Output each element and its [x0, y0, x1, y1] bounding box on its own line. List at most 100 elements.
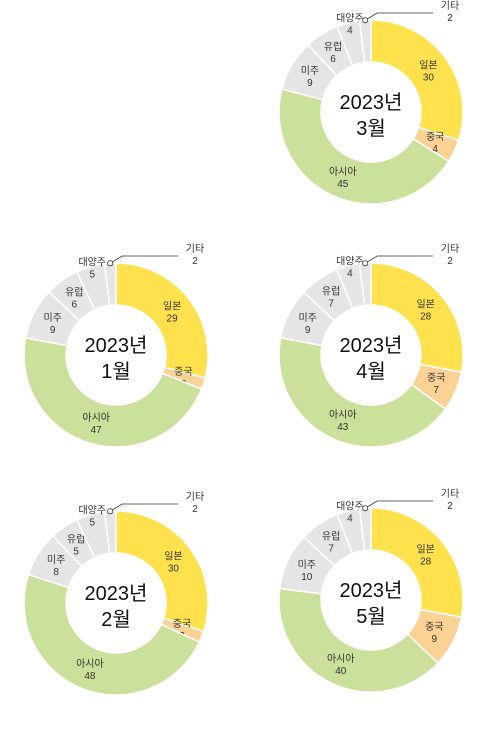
label-europe-name: 유럽 [65, 287, 83, 299]
label-japan-value: 29 [167, 314, 179, 325]
leader-dot-other [107, 260, 114, 267]
label-china-name: 중국 [426, 131, 444, 143]
label-japan-value: 30 [423, 72, 435, 83]
slice-asia [23, 336, 203, 448]
label-other-name: 기타 [186, 491, 204, 503]
center-month: 2월 [101, 608, 131, 631]
label-other-value: 2 [447, 256, 453, 267]
label-other-value: 2 [192, 256, 198, 267]
label-china-value: 9 [432, 634, 438, 645]
center-month: 4월 [356, 360, 386, 383]
slice-japan [370, 507, 464, 619]
label-china-name: 중국 [425, 621, 443, 633]
label-other-value: 2 [192, 504, 198, 515]
leader-line-other [109, 503, 178, 512]
slice-asia [23, 573, 201, 696]
label-europe-value: 6 [72, 300, 78, 311]
label-other-name: 기타 [186, 243, 204, 255]
label-asia-name: 아시아 [82, 412, 110, 424]
label-americas-name: 미주 [298, 559, 316, 571]
slice-japan [115, 510, 209, 633]
slice-japan [370, 262, 464, 374]
center-year: 2023년 [340, 579, 403, 602]
label-europe-value: 6 [330, 54, 336, 65]
label-americas-value: 9 [50, 325, 56, 336]
label-japan-name: 일본 [419, 59, 437, 71]
center-month: 3월 [356, 117, 386, 140]
label-china-value: 7 [433, 385, 439, 396]
label-asia-name: 아시아 [329, 166, 357, 178]
center-month: 5월 [356, 605, 386, 628]
center-year: 2023년 [85, 334, 148, 357]
label-europe-name: 유럽 [67, 533, 85, 545]
label-other-name: 기타 [441, 488, 459, 500]
center-month: 1월 [101, 360, 131, 383]
label-china-name: 중국 [427, 372, 445, 384]
label-europe-name: 유럽 [322, 285, 340, 297]
label-oceania-name: 대양주 [78, 504, 106, 516]
leader-dot-other [362, 505, 369, 512]
label-americas-value: 9 [307, 78, 313, 89]
label-oceania-name: 대양주 [336, 501, 364, 513]
label-americas-name: 미주 [47, 554, 65, 566]
label-europe-name: 유럽 [324, 41, 342, 53]
label-europe-value: 7 [328, 298, 334, 309]
center-year: 2023년 [340, 91, 403, 114]
slice-japan [370, 19, 464, 142]
label-china-name: 중국 [174, 366, 192, 378]
label-europe-value: 5 [73, 546, 79, 557]
leader-dot-other [107, 508, 114, 515]
slice-asia [278, 88, 450, 205]
center-year: 2023년 [85, 582, 148, 605]
donut-chart-1: 일본29중국2아시아47미주9유럽6대양주5기타22023년1월 [23, 243, 209, 448]
label-japan-value: 28 [420, 557, 432, 568]
label-americas-value: 9 [305, 325, 311, 336]
label-asia-name: 아시아 [76, 658, 104, 670]
label-japan-name: 일본 [416, 544, 434, 556]
label-oceania-name: 대양주 [78, 256, 106, 268]
slice-japan [115, 262, 209, 379]
label-asia-value: 40 [335, 666, 347, 677]
label-asia-value: 45 [337, 179, 349, 190]
label-china-value: 4 [432, 144, 438, 155]
label-americas-value: 8 [53, 567, 59, 578]
leader-line-other [109, 255, 178, 264]
label-japan-name: 일본 [416, 299, 434, 311]
label-oceania-value: 4 [347, 514, 353, 525]
label-europe-name: 유럽 [322, 530, 340, 542]
label-oceania-name: 대양주 [336, 13, 364, 25]
label-americas-name: 미주 [298, 312, 316, 324]
label-other-value: 2 [447, 13, 453, 24]
leader-dot-other [362, 260, 369, 267]
slice-asia [278, 587, 440, 693]
label-japan-name: 일본 [164, 550, 182, 562]
leader-line-other [364, 255, 433, 264]
label-japan-value: 30 [168, 563, 180, 574]
leader-line-other [364, 12, 433, 21]
label-asia-name: 아시아 [329, 409, 357, 421]
label-americas-name: 미주 [43, 312, 61, 324]
label-oceania-value: 4 [347, 26, 353, 37]
label-other-name: 기타 [441, 243, 459, 255]
label-oceania-name: 대양주 [336, 256, 364, 268]
label-china-name: 중국 [173, 618, 191, 630]
leader-line-other [364, 500, 433, 509]
label-other-value: 2 [447, 501, 453, 512]
label-japan-value: 28 [420, 312, 432, 323]
label-asia-value: 48 [84, 671, 96, 682]
leader-dot-other [362, 17, 369, 24]
center-year: 2023년 [340, 334, 403, 357]
donut-chart-2: 일본30중국2아시아48미주8유럽5대양주5기타22023년2월 [23, 491, 209, 696]
slice-asia [278, 336, 447, 448]
label-asia-value: 47 [91, 425, 103, 436]
label-japan-name: 일본 [163, 301, 181, 313]
label-asia-name: 아시아 [327, 653, 355, 665]
label-asia-value: 43 [337, 422, 349, 433]
label-oceania-value: 5 [90, 517, 96, 528]
label-oceania-value: 5 [90, 269, 96, 280]
label-europe-value: 7 [328, 543, 334, 554]
